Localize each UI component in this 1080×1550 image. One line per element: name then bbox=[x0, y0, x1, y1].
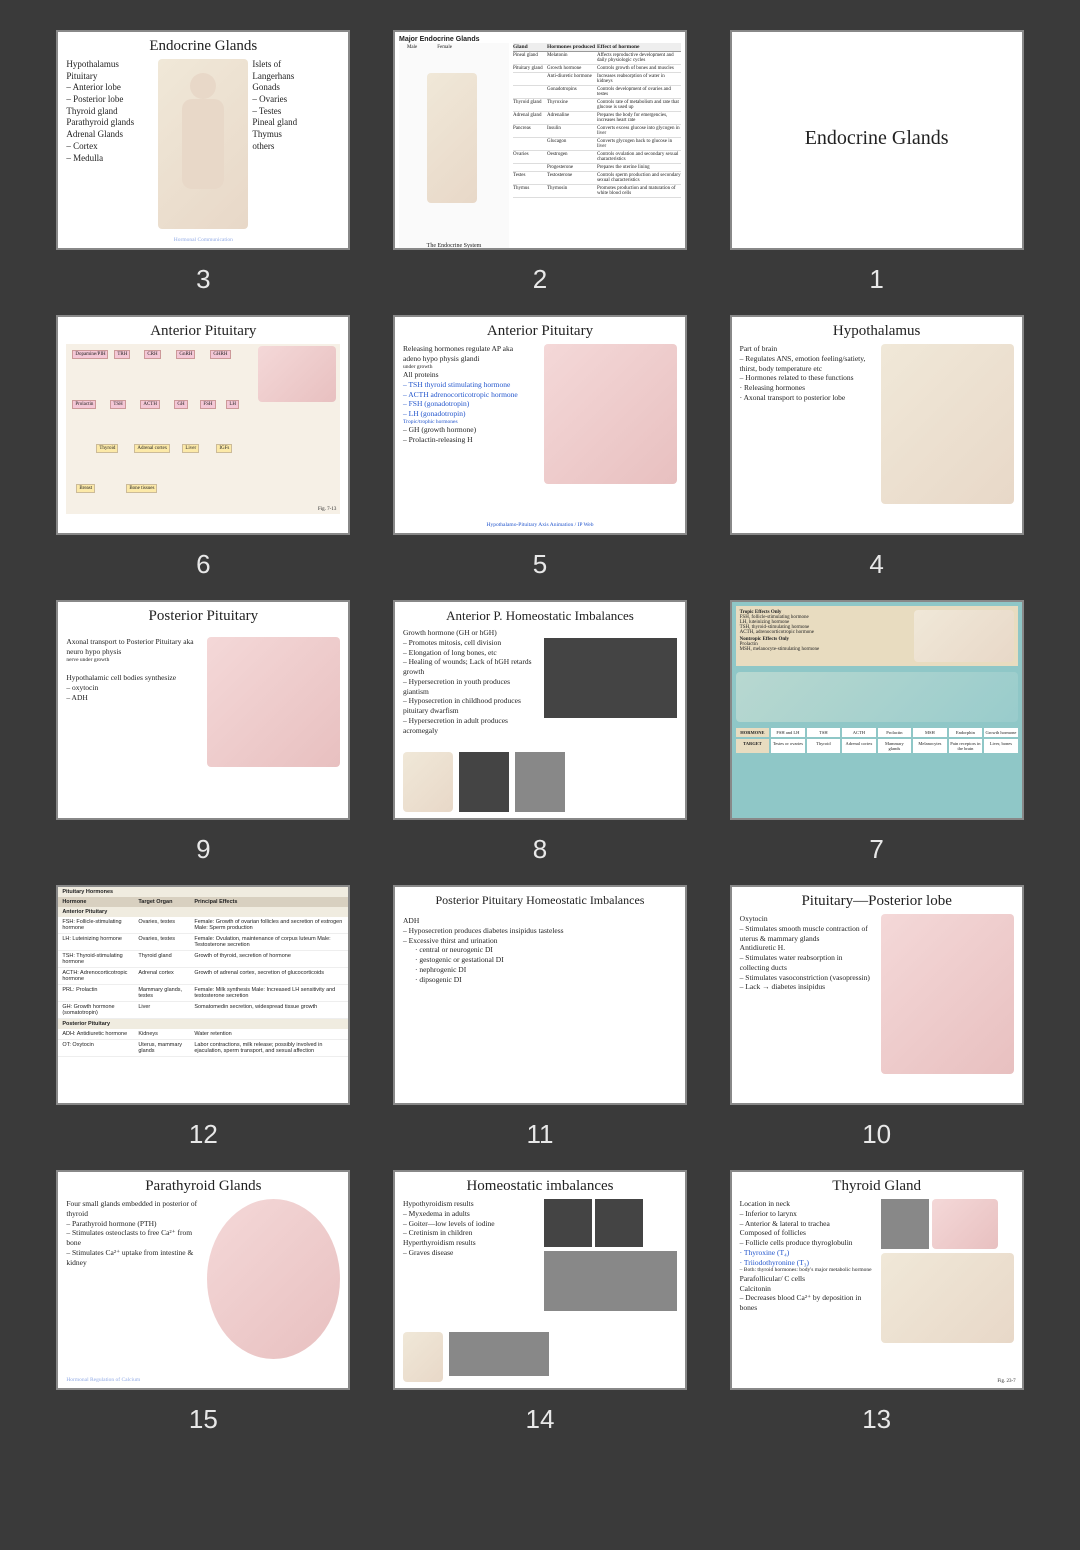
slide-number: 1 bbox=[869, 264, 883, 295]
cell-2[interactable]: Major Endocrine Glands MaleFemale The En… bbox=[383, 30, 698, 295]
cell-1[interactable]: Endocrine Glands 1 bbox=[719, 30, 1034, 295]
slide-number: 3 bbox=[196, 264, 210, 295]
cell-3[interactable]: Endocrine Glands Hypothalamus Pituitary … bbox=[46, 30, 361, 295]
xray-skull-photo bbox=[459, 752, 509, 812]
pituitary-hormone-table: Pituitary Hormones HormoneTarget OrganPr… bbox=[58, 887, 348, 1057]
portal-vessel-diagram bbox=[736, 672, 1018, 722]
slide-14: Homeostatic imbalances Hypothyroidism re… bbox=[393, 1170, 687, 1390]
slide-number: 13 bbox=[862, 1404, 891, 1435]
slide-number: 14 bbox=[526, 1404, 555, 1435]
slide-number: 5 bbox=[533, 549, 547, 580]
slide-15: Parathyroid Glands Four small glands emb… bbox=[56, 1170, 350, 1390]
slide-grid: Endocrine Glands Hypothalamus Pituitary … bbox=[0, 0, 1080, 1465]
cell-8[interactable]: Anterior P. Homeostatic Imbalances Growt… bbox=[383, 600, 698, 865]
cell-14[interactable]: Homeostatic imbalances Hypothyroidism re… bbox=[383, 1170, 698, 1435]
slide-12: Pituitary Hormones HormoneTarget OrganPr… bbox=[56, 885, 350, 1105]
slide-number: 10 bbox=[862, 1119, 891, 1150]
cell-9[interactable]: Posterior Pituitary Axonal transport to … bbox=[46, 600, 361, 865]
human-body-diagram bbox=[158, 59, 248, 229]
cell-4[interactable]: Hypothalamus Part of brain – Regulates A… bbox=[719, 315, 1034, 580]
slide-number: 8 bbox=[533, 834, 547, 865]
calcium-cycle-diagram bbox=[207, 1199, 340, 1359]
cell-11[interactable]: Posterior Pituitary Homeostatic Imbalanc… bbox=[383, 885, 698, 1150]
cell-6[interactable]: Anterior Pituitary Dopamine/PIH TRH CRH … bbox=[46, 315, 361, 580]
slide-number: 2 bbox=[533, 264, 547, 295]
slide-6: Anterior Pituitary Dopamine/PIH TRH CRH … bbox=[56, 315, 350, 535]
slide-number: 12 bbox=[189, 1119, 218, 1150]
slide-title: Endocrine Glands bbox=[66, 38, 340, 55]
pituitary-flowchart: Dopamine/PIH TRH CRH GnRH GHRH Prolactin… bbox=[66, 344, 340, 514]
slide-title: Endocrine Glands bbox=[805, 127, 949, 150]
giant-dwarf-photo bbox=[544, 638, 677, 718]
hypothalamus-shape bbox=[914, 610, 1014, 662]
slide-number: 6 bbox=[196, 549, 210, 580]
patient-photo bbox=[544, 1251, 677, 1311]
cell-5[interactable]: Anterior Pituitary Releasing hormones re… bbox=[383, 315, 698, 580]
slide-5: Anterior Pituitary Releasing hormones re… bbox=[393, 315, 687, 535]
slide-10: Pituitary—Posterior lobe Oxytocin – Stim… bbox=[730, 885, 1024, 1105]
portrait-photo bbox=[544, 1199, 592, 1247]
hypothalamus-diagram bbox=[881, 344, 1014, 504]
slide-number: 11 bbox=[526, 1119, 553, 1150]
eyes-photo bbox=[449, 1332, 549, 1376]
brain-illustration bbox=[258, 346, 336, 402]
hormone-target-row: HORMONE FSH and LH TSH ACTH Prolactin MS… bbox=[736, 728, 1018, 737]
cartoon-icon bbox=[403, 1332, 443, 1382]
thyroid-anatomy bbox=[932, 1199, 998, 1249]
slide-7: Tropic Effects Only FSH, follicle-stimul… bbox=[730, 600, 1024, 820]
xray-hands-photo bbox=[515, 752, 565, 812]
slide-4: Hypothalamus Part of brain – Regulates A… bbox=[730, 315, 1024, 535]
slide-number: 4 bbox=[869, 549, 883, 580]
neck-photo bbox=[881, 1199, 929, 1249]
body-diagram bbox=[427, 73, 477, 203]
slide-3: Endocrine Glands Hypothalamus Pituitary … bbox=[56, 30, 350, 250]
slide-9: Posterior Pituitary Axonal transport to … bbox=[56, 600, 350, 820]
posterior-lobe-diagram bbox=[881, 914, 1014, 1074]
slide-number: 9 bbox=[196, 834, 210, 865]
slide-number: 7 bbox=[869, 834, 883, 865]
gland-hormone-table: GlandHormones producedEffect of hormone … bbox=[513, 43, 681, 250]
slide-1: Endocrine Glands bbox=[730, 30, 1024, 250]
cell-7[interactable]: Tropic Effects Only FSH, follicle-stimul… bbox=[719, 600, 1034, 865]
cartoon-icon bbox=[403, 752, 453, 812]
cell-13[interactable]: Thyroid Gland Location in neck – Inferio… bbox=[719, 1170, 1034, 1435]
slide-8: Anterior P. Homeostatic Imbalances Growt… bbox=[393, 600, 687, 820]
follicle-diagram bbox=[881, 1253, 1014, 1343]
posterior-pituitary-diagram bbox=[207, 637, 340, 767]
cell-10[interactable]: Pituitary—Posterior lobe Oxytocin – Stim… bbox=[719, 885, 1034, 1150]
portrait-photo bbox=[595, 1199, 643, 1247]
slide-2: Major Endocrine Glands MaleFemale The En… bbox=[393, 30, 687, 250]
slide-13: Thyroid Gland Location in neck – Inferio… bbox=[730, 1170, 1024, 1390]
slide-number: 15 bbox=[189, 1404, 218, 1435]
hypothalamus-illustration bbox=[544, 344, 677, 484]
slide-11: Posterior Pituitary Homeostatic Imbalanc… bbox=[393, 885, 687, 1105]
cell-15[interactable]: Parathyroid Glands Four small glands emb… bbox=[46, 1170, 361, 1435]
cell-12[interactable]: Pituitary Hormones HormoneTarget OrganPr… bbox=[46, 885, 361, 1150]
